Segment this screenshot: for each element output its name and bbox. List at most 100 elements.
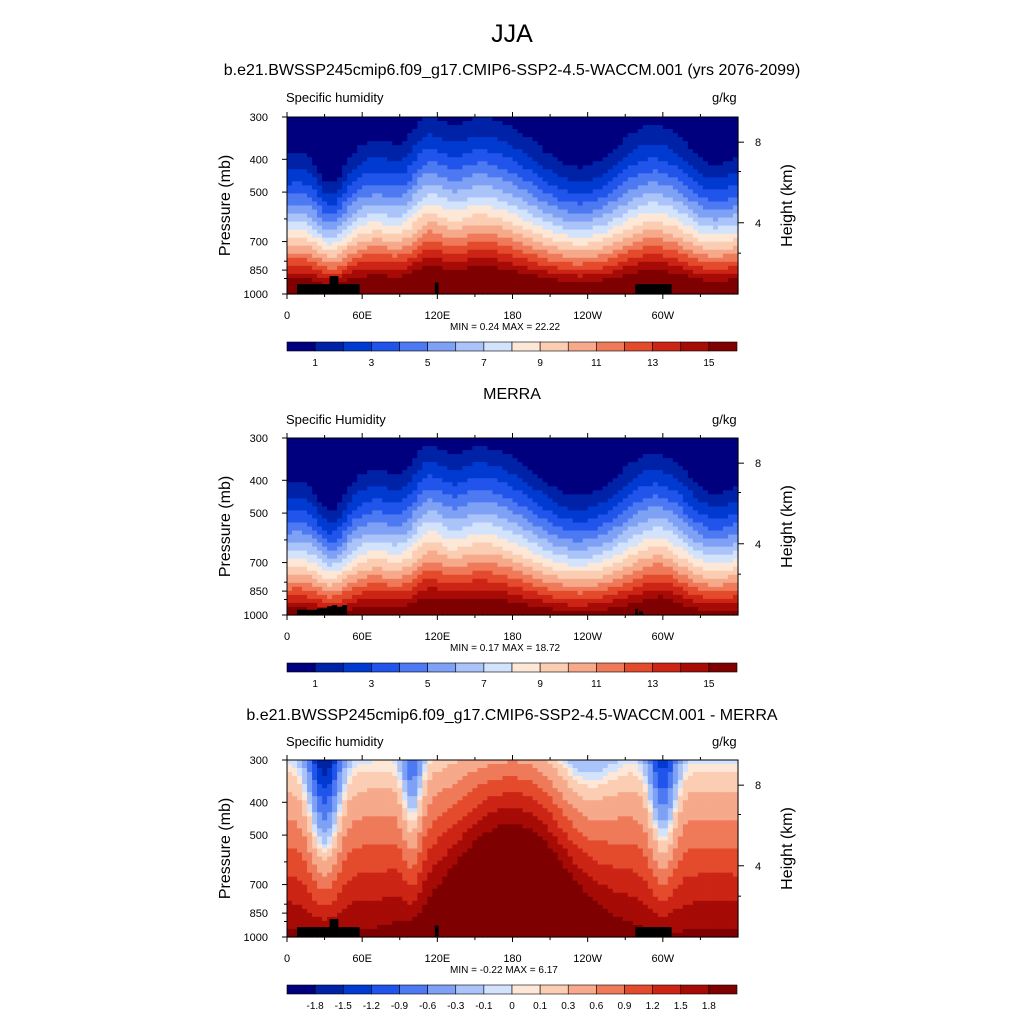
contour-cell (557, 281, 564, 287)
contour-cell (452, 189, 458, 195)
contour-cell (322, 177, 328, 182)
contour-cell (417, 193, 423, 199)
contour-cell (502, 241, 509, 247)
contour-cell (577, 177, 584, 182)
contour-cell (482, 466, 489, 471)
contour-cell (692, 209, 699, 215)
contour-cell (377, 177, 383, 182)
contour-cell (412, 193, 418, 199)
contour-cell (557, 213, 564, 219)
contour-cell (687, 474, 694, 479)
contour-cell (557, 265, 564, 271)
contour-cell (407, 225, 413, 231)
contour-cell (457, 277, 463, 283)
contour-cell (642, 450, 649, 455)
contour-cell (592, 177, 599, 182)
contour-cell (317, 261, 323, 267)
contour-cell (292, 217, 298, 223)
contour-cell (312, 121, 318, 126)
contour-cell (732, 269, 739, 275)
contour-cell (357, 205, 363, 211)
contour-cell (462, 442, 468, 447)
contour-cell (587, 281, 594, 287)
contour-cell (382, 157, 388, 162)
contour-cell (402, 249, 408, 255)
contour-cell (507, 181, 514, 186)
contour-cell (357, 165, 363, 170)
contour-cell (537, 145, 544, 150)
contour-cell (342, 229, 348, 235)
contour-cell (457, 446, 463, 451)
contour-cell (567, 145, 574, 150)
contour-cell (482, 141, 489, 146)
contour-cell (512, 185, 519, 191)
contour-cell (667, 189, 674, 195)
contour-cell (647, 209, 654, 215)
contour-cell (497, 157, 504, 162)
contour-cell (482, 442, 489, 447)
contour-cell (462, 185, 468, 191)
contour-cell (522, 129, 529, 134)
contour-cell (467, 450, 474, 455)
contour-cell (372, 213, 378, 219)
contour-cell (712, 193, 719, 199)
contour-cell (492, 129, 499, 134)
contour-cell (527, 462, 534, 467)
contour-cell (727, 446, 734, 451)
contour-cell (467, 462, 474, 467)
contour-cell (722, 273, 729, 279)
contour-cell (422, 277, 428, 283)
contour-cell (402, 161, 408, 166)
contour-cell (362, 462, 368, 467)
contour-cell (287, 205, 293, 211)
contour-cell (552, 169, 559, 174)
contour-cell (447, 237, 453, 243)
contour-cell (502, 209, 509, 215)
contour-cell (617, 249, 624, 255)
contour-cell (347, 145, 353, 150)
contour-cell (592, 474, 599, 479)
contour-cell (392, 273, 398, 279)
contour-cell (647, 197, 654, 203)
contour-cell (387, 458, 393, 463)
contour-cell (552, 245, 559, 251)
contour-cell (607, 225, 614, 231)
contour-cell (707, 177, 714, 182)
contour-cell (307, 229, 313, 235)
contour-cell (412, 125, 418, 130)
contour-cell (647, 165, 654, 170)
contour-cell (682, 133, 689, 138)
contour-cell (557, 197, 564, 203)
contour-cell (722, 145, 729, 150)
contour-cell (367, 474, 373, 479)
contour-cell (522, 466, 529, 471)
contour-cell (312, 185, 318, 191)
contour-cell (692, 277, 699, 283)
contour-cell (727, 269, 734, 275)
contour-cell (287, 442, 293, 447)
contour-cell (412, 145, 418, 150)
contour-cell (317, 438, 323, 443)
contour-cell (522, 249, 529, 255)
contour-cell (532, 265, 539, 271)
contour-cell (552, 442, 559, 447)
contour-cell (407, 454, 413, 459)
contour-cell (457, 133, 463, 138)
contour-cell (452, 277, 458, 283)
contour-cell (367, 237, 373, 243)
contour-cell (452, 221, 458, 227)
contour-cell (302, 217, 308, 223)
contour-cell (542, 237, 549, 243)
contour-cell (527, 458, 534, 463)
contour-cell (657, 225, 664, 231)
contour-cell (572, 209, 579, 215)
contour-cell (612, 474, 619, 479)
contour-cell (672, 121, 679, 126)
contour-cell (372, 253, 378, 259)
contour-cell (692, 466, 699, 471)
contour-cell (307, 225, 313, 231)
contour-cell (332, 189, 338, 195)
contour-cell (447, 261, 453, 267)
contour-cell (322, 478, 328, 483)
contour-cell (482, 281, 489, 287)
